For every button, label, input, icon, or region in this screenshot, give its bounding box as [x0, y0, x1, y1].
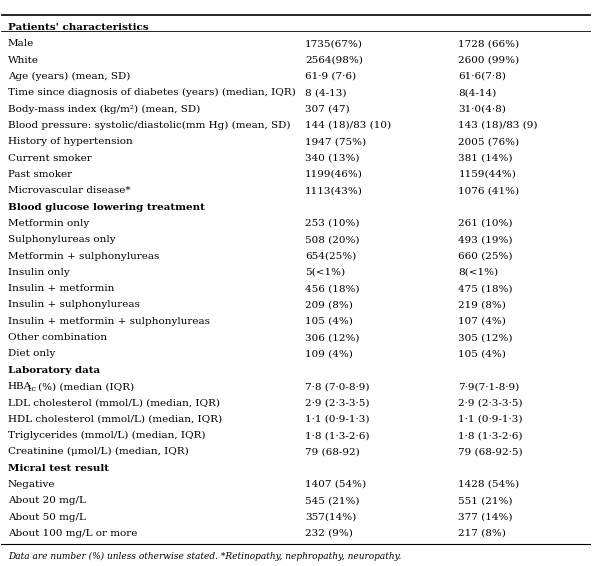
Text: Laboratory data: Laboratory data: [8, 366, 100, 375]
Text: Blood pressure: systolic/diastolic(mm Hg) (mean, SD): Blood pressure: systolic/diastolic(mm Hg…: [8, 121, 290, 130]
Text: Blood glucose lowering treatment: Blood glucose lowering treatment: [8, 203, 205, 212]
Text: 2·9 (2·3-3·5): 2·9 (2·3-3·5): [458, 398, 523, 408]
Text: 2600 (99%): 2600 (99%): [458, 55, 520, 65]
Text: 1·1 (0·9-1·3): 1·1 (0·9-1·3): [305, 415, 369, 424]
Text: 219 (8%): 219 (8%): [458, 301, 506, 310]
Text: HDL cholesterol (mmol/L) (median, IQR): HDL cholesterol (mmol/L) (median, IQR): [8, 415, 222, 424]
Text: Past smoker: Past smoker: [8, 170, 72, 179]
Text: 2005 (76%): 2005 (76%): [458, 138, 520, 146]
Text: 456 (18%): 456 (18%): [305, 284, 359, 293]
Text: 217 (8%): 217 (8%): [458, 529, 506, 538]
Text: Patients' characteristics: Patients' characteristics: [8, 23, 149, 32]
Text: 306 (12%): 306 (12%): [305, 333, 359, 342]
Text: 105 (4%): 105 (4%): [458, 349, 506, 358]
Text: Triglycerides (mmol/L) (median, IQR): Triglycerides (mmol/L) (median, IQR): [8, 431, 205, 440]
Text: 1159(44%): 1159(44%): [458, 170, 516, 179]
Text: Sulphonylureas only: Sulphonylureas only: [8, 235, 115, 244]
Text: 105 (4%): 105 (4%): [305, 317, 353, 326]
Text: 232 (9%): 232 (9%): [305, 529, 353, 538]
Text: 79 (68-92): 79 (68-92): [305, 447, 359, 456]
Text: 209 (8%): 209 (8%): [305, 301, 353, 310]
Text: Data are number (%) unless otherwise stated. *Retinopathy, nephropathy, neuropat: Data are number (%) unless otherwise sta…: [8, 552, 401, 561]
Text: White: White: [8, 55, 39, 65]
Text: LDL cholesterol (mmol/L) (median, IQR): LDL cholesterol (mmol/L) (median, IQR): [8, 398, 220, 408]
Text: HBA: HBA: [8, 382, 32, 391]
Text: 61·9 (7·6): 61·9 (7·6): [305, 72, 356, 81]
Text: 7·9(7·1-8·9): 7·9(7·1-8·9): [458, 382, 520, 391]
Text: 253 (10%): 253 (10%): [305, 219, 359, 228]
Text: 1728 (66%): 1728 (66%): [458, 40, 520, 48]
Text: 357(14%): 357(14%): [305, 513, 356, 522]
Text: 551 (21%): 551 (21%): [458, 496, 513, 505]
Text: 2·9 (2·3-3·5): 2·9 (2·3-3·5): [305, 398, 369, 408]
Text: 545 (21%): 545 (21%): [305, 496, 359, 505]
Text: 475 (18%): 475 (18%): [458, 284, 513, 293]
Text: 1735(67%): 1735(67%): [305, 40, 363, 48]
Text: Male: Male: [8, 40, 34, 48]
Text: 79 (68-92·5): 79 (68-92·5): [458, 447, 523, 456]
Text: 654(25%): 654(25%): [305, 251, 356, 260]
Text: 61·6(7·8): 61·6(7·8): [458, 72, 506, 81]
Text: 377 (14%): 377 (14%): [458, 513, 513, 522]
Text: Insulin + metformin: Insulin + metformin: [8, 284, 114, 293]
Text: History of hypertension: History of hypertension: [8, 138, 133, 146]
Text: (%) (median (IQR): (%) (median (IQR): [38, 382, 134, 391]
Text: Current smoker: Current smoker: [8, 153, 92, 162]
Text: 2564(98%): 2564(98%): [305, 55, 363, 65]
Text: 1199(46%): 1199(46%): [305, 170, 363, 179]
Text: 8 (4-13): 8 (4-13): [305, 88, 346, 97]
Text: 1947 (75%): 1947 (75%): [305, 138, 366, 146]
Text: Insulin + sulphonylureas: Insulin + sulphonylureas: [8, 301, 140, 310]
Text: 493 (19%): 493 (19%): [458, 235, 513, 244]
Text: 8(4-14): 8(4-14): [458, 88, 497, 97]
Text: 381 (14%): 381 (14%): [458, 153, 513, 162]
Text: 7·8 (7·0-8·9): 7·8 (7·0-8·9): [305, 382, 369, 391]
Text: About 100 mg/L or more: About 100 mg/L or more: [8, 529, 137, 538]
Text: 508 (20%): 508 (20%): [305, 235, 359, 244]
Text: 660 (25%): 660 (25%): [458, 251, 513, 260]
Text: 1·8 (1·3-2·6): 1·8 (1·3-2·6): [305, 431, 369, 440]
Text: Insulin only: Insulin only: [8, 268, 69, 277]
Text: 261 (10%): 261 (10%): [458, 219, 513, 228]
Text: Metformin only: Metformin only: [8, 219, 89, 228]
Text: About 50 mg/L: About 50 mg/L: [8, 513, 86, 522]
Text: Other combination: Other combination: [8, 333, 107, 342]
Text: 305 (12%): 305 (12%): [458, 333, 513, 342]
Text: 340 (13%): 340 (13%): [305, 153, 359, 162]
Text: Age (years) (mean, SD): Age (years) (mean, SD): [8, 72, 130, 81]
Text: 307 (47): 307 (47): [305, 105, 349, 114]
Text: 143 (18)/83 (9): 143 (18)/83 (9): [458, 121, 538, 130]
Text: Diet only: Diet only: [8, 349, 55, 358]
Text: Body-mass index (kg/m²) (mean, SD): Body-mass index (kg/m²) (mean, SD): [8, 105, 200, 114]
Text: 1·8 (1·3-2·6): 1·8 (1·3-2·6): [458, 431, 523, 440]
Text: Creatinine (μmol/L) (median, IQR): Creatinine (μmol/L) (median, IQR): [8, 447, 188, 456]
Text: Micral test result: Micral test result: [8, 464, 109, 473]
Text: 1113(43%): 1113(43%): [305, 186, 363, 195]
Text: 1407 (54%): 1407 (54%): [305, 480, 366, 489]
Text: About 20 mg/L: About 20 mg/L: [8, 496, 86, 505]
Text: 107 (4%): 107 (4%): [458, 317, 506, 326]
Text: Time since diagnosis of diabetes (years) (median, IQR): Time since diagnosis of diabetes (years)…: [8, 88, 295, 97]
Text: Microvascular disease*: Microvascular disease*: [8, 186, 130, 195]
Text: 109 (4%): 109 (4%): [305, 349, 353, 358]
Text: 31·0(4·8): 31·0(4·8): [458, 105, 506, 114]
Text: 144 (18)/83 (10): 144 (18)/83 (10): [305, 121, 391, 130]
Text: Negative: Negative: [8, 480, 55, 489]
Text: Insulin + metformin + sulphonylureas: Insulin + metformin + sulphonylureas: [8, 317, 210, 326]
Text: 1·1 (0·9-1·3): 1·1 (0·9-1·3): [458, 415, 523, 424]
Text: 1c: 1c: [27, 385, 37, 393]
Text: Metformin + sulphonylureas: Metformin + sulphonylureas: [8, 251, 159, 260]
Text: 1076 (41%): 1076 (41%): [458, 186, 520, 195]
Text: 5(<1%): 5(<1%): [305, 268, 345, 277]
Text: 8(<1%): 8(<1%): [458, 268, 498, 277]
Text: 1428 (54%): 1428 (54%): [458, 480, 520, 489]
